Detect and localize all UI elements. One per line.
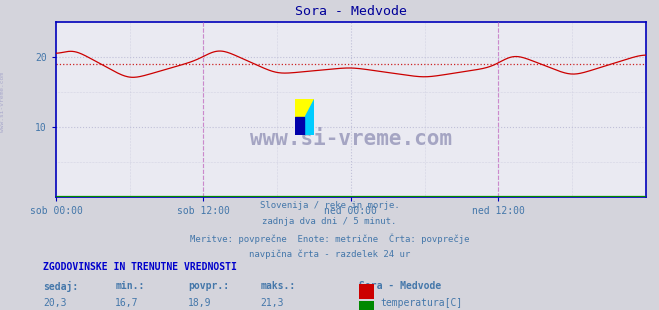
Text: povpr.:: povpr.:	[188, 281, 229, 290]
Text: zadnja dva dni / 5 minut.: zadnja dva dni / 5 minut.	[262, 217, 397, 226]
Text: 18,9: 18,9	[188, 298, 212, 308]
Text: www.si-vreme.com: www.si-vreme.com	[0, 72, 5, 132]
Text: Meritve: povprečne  Enote: metrične  Črta: povprečje: Meritve: povprečne Enote: metrične Črta:…	[190, 233, 469, 244]
Text: navpična črta - razdelek 24 ur: navpična črta - razdelek 24 ur	[249, 249, 410, 259]
Text: temperatura[C]: temperatura[C]	[380, 298, 463, 308]
Text: 21,3: 21,3	[260, 298, 284, 308]
Polygon shape	[295, 117, 304, 135]
Text: min.:: min.:	[115, 281, 145, 290]
Text: Sora - Medvode: Sora - Medvode	[359, 281, 442, 290]
Title: Sora - Medvode: Sora - Medvode	[295, 5, 407, 18]
Text: Slovenija / reke in morje.: Slovenija / reke in morje.	[260, 201, 399, 210]
Text: www.si-vreme.com: www.si-vreme.com	[250, 129, 452, 149]
Polygon shape	[295, 99, 314, 135]
Text: ZGODOVINSKE IN TRENUTNE VREDNOSTI: ZGODOVINSKE IN TRENUTNE VREDNOSTI	[43, 262, 237, 272]
Polygon shape	[295, 99, 314, 135]
Text: sedaj:: sedaj:	[43, 281, 78, 292]
Text: maks.:: maks.:	[260, 281, 295, 290]
Text: 20,3: 20,3	[43, 298, 67, 308]
Text: 16,7: 16,7	[115, 298, 139, 308]
